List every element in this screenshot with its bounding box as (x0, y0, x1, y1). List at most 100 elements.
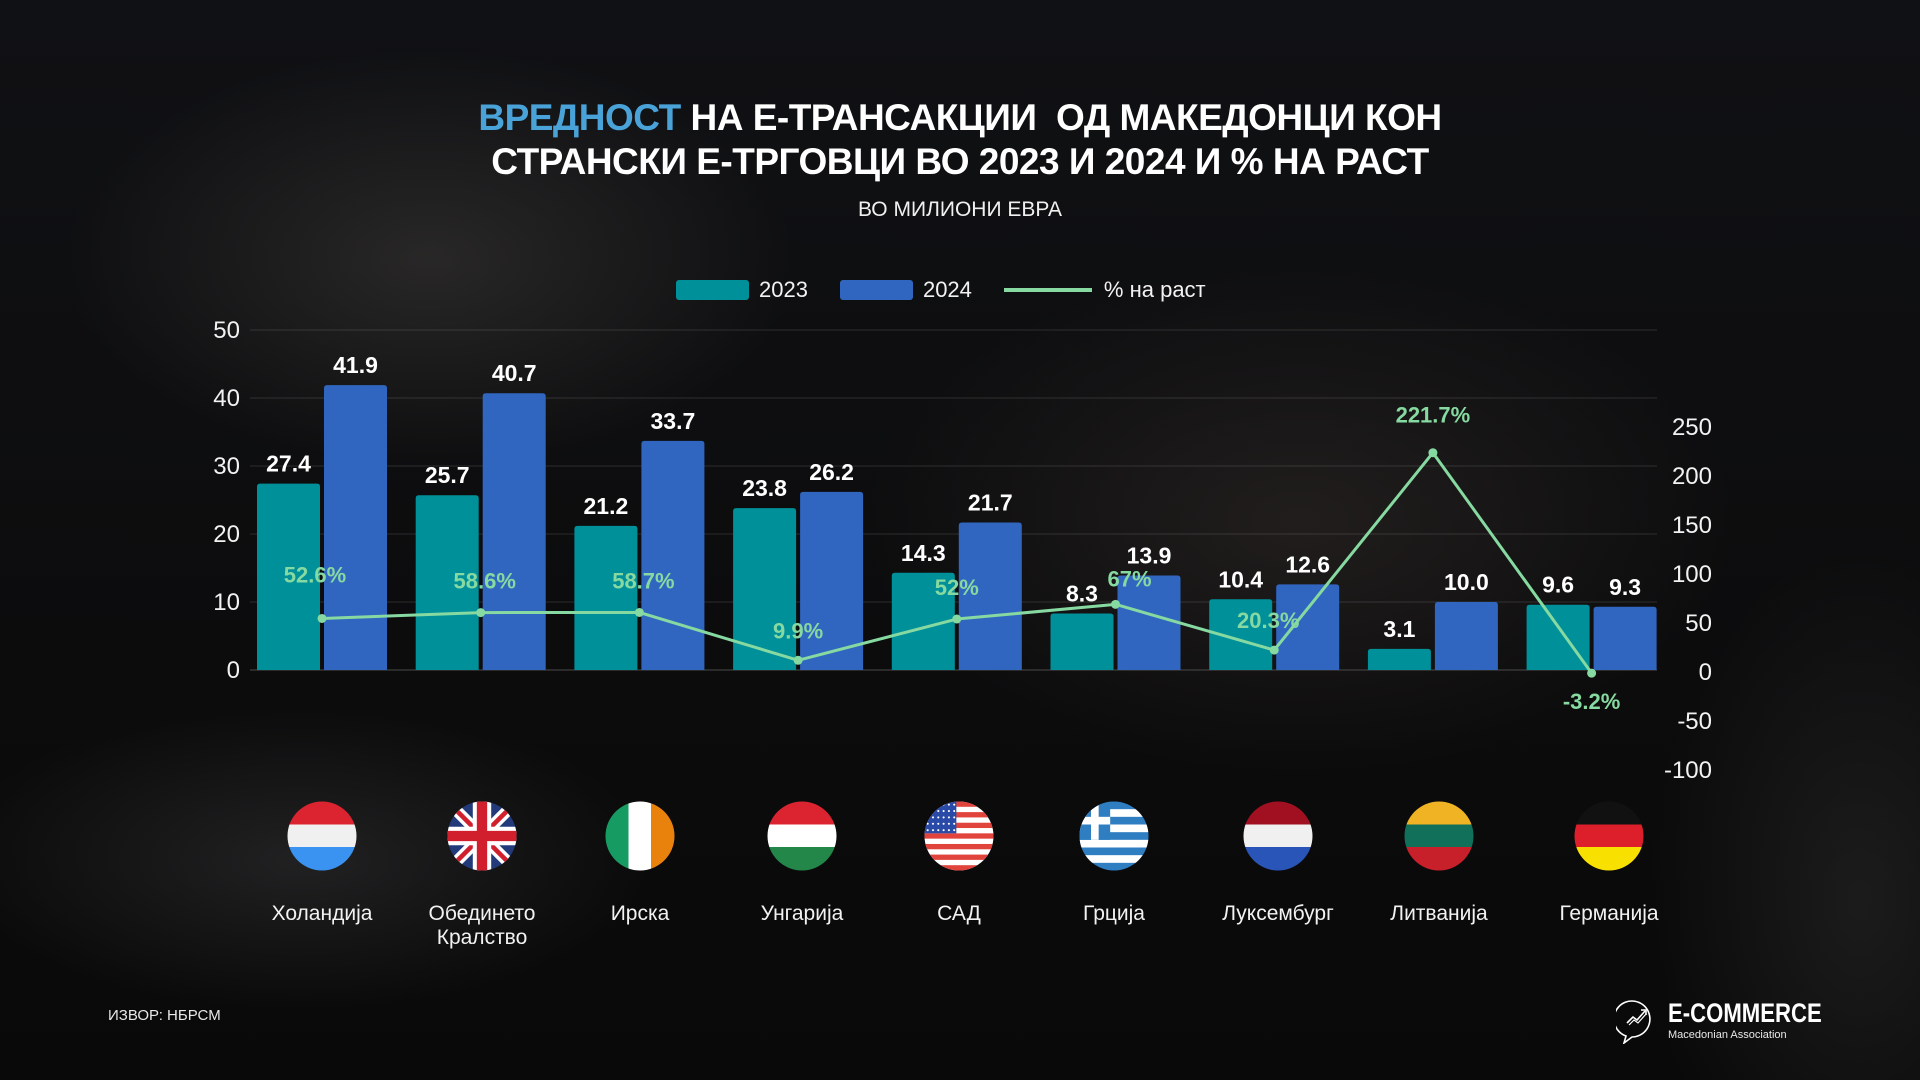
legend-item-growth: % на раст (1003, 277, 1206, 303)
bar-2024-label: 12.6 (1285, 551, 1330, 577)
bar-2023-label: 23.8 (742, 475, 787, 501)
bar-2024 (1434, 602, 1498, 670)
legend-swatch-2024 (839, 280, 913, 300)
bar-2023 (1367, 648, 1431, 670)
bar-2024-label: 26.2 (809, 459, 854, 485)
hungary-flag-icon (767, 801, 837, 871)
growth-point (952, 614, 962, 624)
legend-line-growth (1003, 288, 1092, 292)
bar-2024 (1117, 575, 1181, 670)
ireland-flag-icon (605, 801, 675, 871)
y-left-tick-label: 10 (213, 589, 240, 616)
germany-flag-icon (1574, 801, 1644, 871)
bar-2023-label: 10.4 (1218, 566, 1263, 592)
bar-2024-label: 40.7 (492, 360, 537, 386)
growth-label: -3.2% (1563, 689, 1620, 714)
bar-2023 (415, 495, 479, 670)
greece-flag-icon (1079, 801, 1149, 871)
growth-label: 20.3% (1237, 608, 1299, 633)
country-label: САД (869, 902, 1049, 926)
y-right-tick-label: 200 (1672, 463, 1712, 490)
y-left-tick-label: 30 (213, 453, 240, 480)
legend-label-2024: 2024 (922, 277, 972, 302)
bar-2023-label: 14.3 (901, 540, 946, 566)
bar-2024-label: 9.3 (1609, 574, 1641, 600)
y-left-tick-label: 50 (213, 317, 240, 344)
chart-subtitle: ВО МИЛИОНИ ЕВРА (858, 198, 1062, 221)
bar-2023-label: 8.3 (1066, 581, 1098, 607)
bar-2024-label: 41.9 (333, 352, 378, 378)
bar-2024-label: 13.9 (1127, 542, 1172, 568)
bar-2023 (733, 508, 797, 670)
growth-point (1269, 645, 1279, 655)
bar-2024-label: 10.0 (1444, 569, 1489, 595)
bar-2024 (641, 440, 705, 670)
logo-subtitle: Macedonian Association (1668, 1029, 1787, 1041)
bar-2024 (482, 393, 546, 670)
source-note: ИЗВОР: НБРСМ (108, 1007, 221, 1024)
growth-point (1428, 448, 1438, 458)
y-right-tick-label: 250 (1672, 414, 1712, 441)
y-right-tick-label: 100 (1672, 561, 1712, 588)
legend-item-2023: 2023 (676, 277, 808, 303)
y-right-tick-label: 50 (1685, 610, 1712, 637)
country-label: Луксембург (1188, 902, 1368, 926)
country-label-line: Холандија (271, 902, 373, 925)
logo-name: E-COMMERCE (1668, 998, 1822, 1028)
legend: 2023 2024 % на раст (676, 277, 1238, 303)
y-right-tick-label: 0 (1699, 659, 1712, 686)
netherlands-style-flag-icon (1243, 801, 1313, 871)
bar-2024-label: 21.7 (968, 489, 1013, 515)
legend-item-2024: 2024 (839, 277, 972, 303)
legend-label-2023: 2023 (759, 277, 808, 302)
ecommerce-logo: E-COMMERCE Macedonian Association (1616, 996, 1856, 1044)
growth-label: 9.9% (773, 618, 823, 643)
country-label-line: Ирска (610, 902, 670, 925)
country-label: Грција (1024, 902, 1204, 926)
y-left-tick-label: 20 (213, 521, 240, 548)
bar-2024 (958, 522, 1022, 670)
legend-label-growth: % на раст (1103, 277, 1206, 302)
bar-2023-label: 25.7 (425, 462, 470, 488)
growth-label: 221.7% (1396, 403, 1471, 428)
bar-2024-label: 33.7 (651, 408, 696, 434)
bar-2023-label: 21.2 (584, 493, 629, 519)
lithuania-flag-icon (1404, 801, 1474, 871)
growth-point (634, 607, 644, 617)
growth-point (793, 655, 803, 665)
bar-2023 (1526, 604, 1590, 670)
growth-chart-speech-bubble-icon (1616, 1000, 1651, 1044)
growth-label: 58.6% (454, 569, 516, 594)
country-label-line: Кралство (436, 926, 528, 949)
country-label: Германија (1519, 902, 1699, 926)
growth-point (1587, 668, 1597, 678)
bar-2023-label: 27.4 (266, 451, 311, 477)
bar-2023 (1209, 599, 1273, 670)
country-label-line: Германија (1559, 902, 1659, 925)
bar-2023 (574, 525, 638, 670)
country-label: Холандија (232, 902, 412, 926)
title-line-1: ВРЕДНОСТ НА Е-ТРАНСАКЦИИ ОД МАКЕДОНЦИ КО… (0, 96, 1920, 140)
bar-2024 (800, 491, 864, 670)
chart-title: ВРЕДНОСТ НА Е-ТРАНСАКЦИИ ОД МАКЕДОНЦИ КО… (0, 96, 1920, 184)
bar-2023-label: 3.1 (1383, 616, 1415, 642)
bar-2023 (891, 572, 955, 670)
y-left-tick-label: 0 (227, 657, 240, 684)
country-label-line: Грција (1083, 902, 1145, 925)
country-label-line: Унгарија (760, 902, 844, 925)
uk-flag-icon (447, 801, 517, 871)
title-highlight: ВРЕДНОСТ (478, 97, 681, 138)
bar-2024 (1593, 606, 1657, 670)
title-line-1-rest: НА Е-ТРАНСАКЦИИ ОД МАКЕДОНЦИ КОН (680, 97, 1442, 138)
y-right-tick-label: 150 (1672, 512, 1712, 539)
country-label: Обединето Кралство (392, 902, 572, 950)
y-right-tick-label: -50 (1677, 708, 1712, 735)
growth-point (476, 608, 486, 618)
bar-2024 (1276, 584, 1340, 670)
growth-point (1111, 599, 1120, 609)
bar-2023-label: 9.6 (1542, 572, 1574, 598)
y-left-tick-label: 40 (213, 385, 240, 412)
country-label: Унгарија (712, 902, 892, 926)
growth-label: 58.7% (612, 568, 674, 593)
